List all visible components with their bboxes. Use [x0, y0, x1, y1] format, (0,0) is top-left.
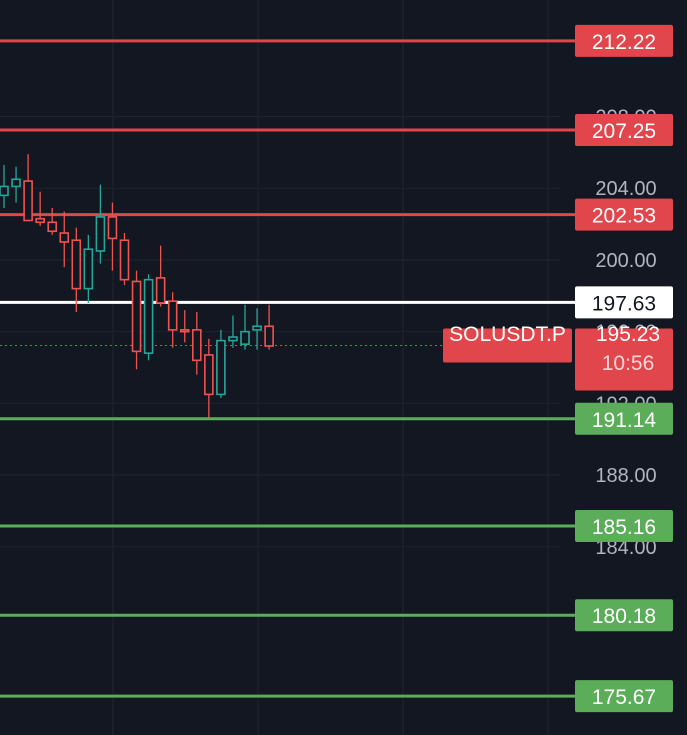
candles: [0, 154, 274, 418]
candle-body: [95, 216, 106, 252]
last-price-marker: SOLUSDT.P 195.23 10:56: [443, 323, 673, 391]
candle-body: [83, 248, 94, 290]
level-price-label: 175.67: [592, 686, 656, 709]
candle-body: [216, 339, 226, 396]
candle-body: [59, 232, 70, 243]
candle-body: [11, 178, 21, 188]
candle-body: [0, 185, 9, 197]
level-tag-bg: [575, 402, 673, 435]
last-price-tag-bg: [575, 328, 673, 391]
candle-body: [143, 278, 154, 354]
level-tag-bg: [575, 680, 673, 713]
candle-body: [131, 280, 142, 353]
last-price-label: 195.23: [596, 323, 660, 346]
candle-body: [71, 239, 82, 290]
candle-body: [23, 180, 33, 222]
countdown-label: 10:56: [602, 352, 655, 375]
level-tag-bg: [575, 24, 673, 57]
candle-body: [264, 325, 274, 347]
level-price-label: 191.14: [592, 409, 657, 432]
level-price-label: 185.16: [592, 516, 656, 539]
price-tick-label: 204.00: [595, 178, 656, 200]
price-tick-label: 188.00: [595, 465, 656, 487]
candle-body: [35, 217, 45, 224]
candle-body: [119, 239, 130, 281]
candle-body: [204, 354, 214, 396]
candle-body: [252, 325, 262, 331]
level-price-label: 197.63: [592, 292, 656, 315]
candle-body: [167, 300, 178, 331]
candle-body: [228, 336, 238, 342]
level-lines: [0, 39, 575, 698]
candle-body: [179, 329, 190, 333]
candle-body: [155, 277, 166, 304]
candle-body: [107, 216, 118, 240]
level-tag-bg: [575, 509, 673, 542]
level-tags: 212.22 207.25 202.53 197.63 191.14 185.16 180.…: [575, 24, 673, 713]
price-tick-label: 184.00: [595, 537, 656, 559]
level-tag-bg: [575, 198, 673, 231]
candle-body: [240, 330, 250, 345]
level-price-label: 180.18: [592, 605, 656, 628]
symbol-tag-bg: [443, 328, 572, 363]
level-price-label: 212.22: [592, 31, 656, 54]
grid: [0, 0, 560, 735]
level-price-label: 202.53: [592, 205, 656, 228]
level-price-label: 207.25: [592, 120, 656, 143]
symbol-label: SOLUSDT.P: [449, 323, 566, 346]
candle-body: [192, 329, 202, 362]
level-tag-bg: [575, 599, 673, 632]
price-tick-label: 200.00: [595, 250, 656, 272]
level-tag-bg: [575, 286, 673, 319]
level-tag-bg: [575, 113, 673, 146]
candle-body: [47, 221, 58, 233]
